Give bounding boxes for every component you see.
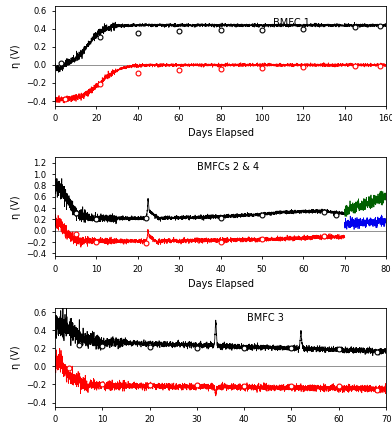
Y-axis label: η (V): η (V): [11, 346, 21, 369]
Text: BMFC 3: BMFC 3: [247, 313, 284, 323]
Text: BMFC 1: BMFC 1: [274, 18, 310, 28]
Y-axis label: η (V): η (V): [11, 44, 21, 68]
Text: BMFCs 2 & 4: BMFCs 2 & 4: [197, 162, 260, 172]
X-axis label: Days Elapsed: Days Elapsed: [187, 128, 254, 138]
Y-axis label: η (V): η (V): [11, 195, 21, 218]
X-axis label: Days Elapsed: Days Elapsed: [187, 279, 254, 289]
